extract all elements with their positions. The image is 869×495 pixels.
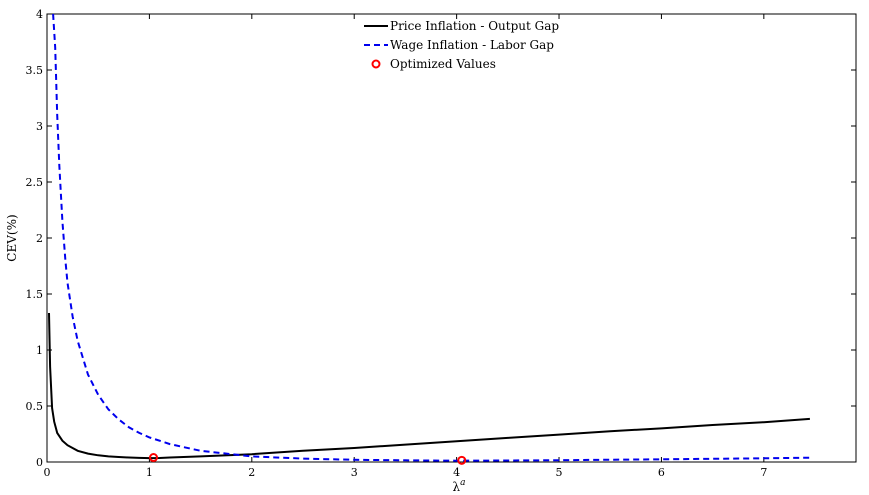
x-tick-label: 1 [146,466,153,479]
legend-entry: Price Inflation - Output Gap [390,19,559,33]
y-axis-label: CEV(%) [5,214,19,261]
y-tick-label: 3.5 [26,64,44,77]
series-lines [48,13,810,465]
x-tick-label: 3 [351,466,358,479]
x-tick-label: 6 [658,466,665,479]
y-tick-label: 3 [36,120,43,133]
y-tick-label: 2.5 [26,176,44,189]
y-tick-label: 4 [36,8,43,21]
price-inflation-line [48,312,810,460]
y-tick-label: 0 [36,456,43,469]
plot-border [46,13,857,463]
legend-entry: Optimized Values [390,57,496,71]
x-tick-label: 4 [453,466,460,479]
optimized-value-marker [149,453,159,463]
x-tick-label: 2 [248,466,255,479]
x-tick-label: 0 [44,466,51,479]
legend-entry: Wage Inflation - Labor Gap [390,38,554,52]
plot-frame [46,13,857,463]
y-tick-label: 2 [36,232,43,245]
legend-marker [371,59,381,69]
optimized-value-marker [457,455,467,465]
y-tick-label: 1 [36,344,43,357]
y-tick-label: 0.5 [26,400,44,413]
axis-ticks: 0 1 2 3 4 5 6 7 0 0.5 1 1.5 2 2.5 3 3.5 4 [26,8,856,479]
wage-inflation-line [52,13,810,462]
x-tick-label: 7 [760,466,767,479]
x-tick-label: 5 [556,466,563,479]
legend: Price Inflation - Output Gap Wage Inflati… [364,19,559,71]
y-tick-label: 1.5 [26,288,44,301]
x-axis-label: λa [453,478,466,494]
